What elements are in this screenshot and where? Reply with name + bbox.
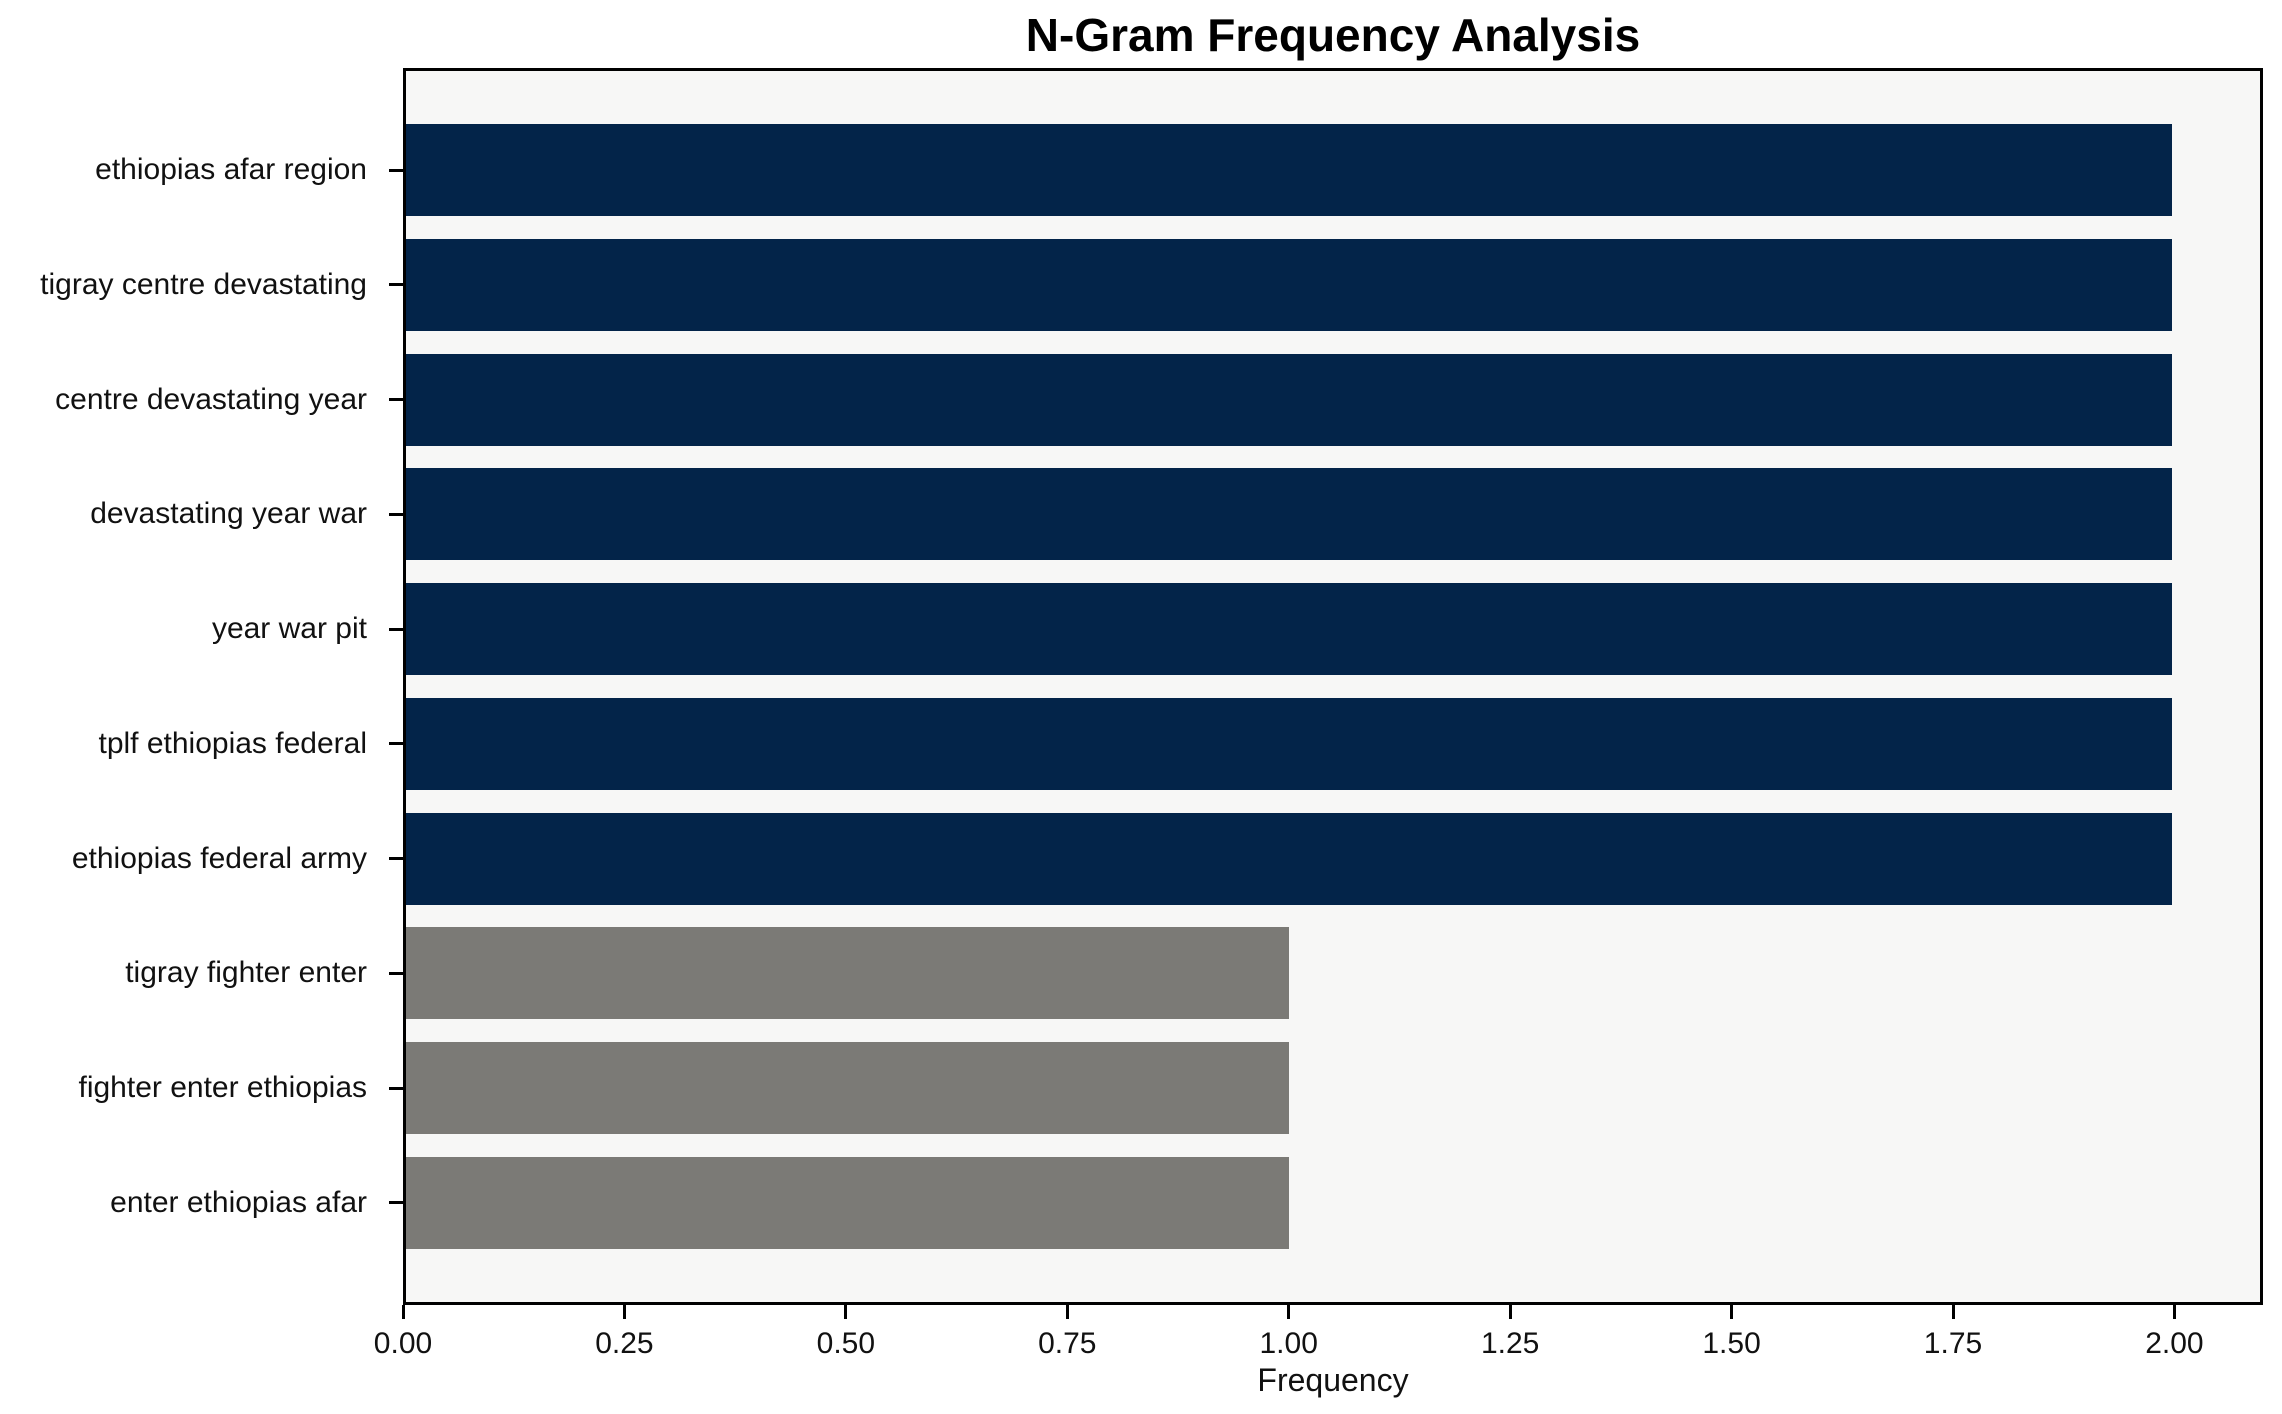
bar-enter-ethiopias-afar bbox=[406, 1156, 1289, 1249]
x-tick-label: 1.50 bbox=[1702, 1327, 1761, 1360]
x-tick-label: 0.75 bbox=[1038, 1327, 1097, 1360]
bar-tigray-fighter-enter bbox=[406, 927, 1289, 1020]
x-tick-label: 1.75 bbox=[1923, 1327, 1983, 1360]
y-tick-label: enter ethiopias afar bbox=[110, 1185, 367, 1219]
y-tick-label: tigray fighter enter bbox=[125, 956, 367, 990]
y-tick-mark bbox=[389, 398, 403, 402]
x-tick-mark bbox=[1508, 1305, 1512, 1319]
x-tick-label: 1.25 bbox=[1480, 1327, 1540, 1360]
x-tick-label: 0.50 bbox=[816, 1327, 876, 1360]
x-tick-mark bbox=[2172, 1305, 2176, 1319]
x-tick-label: 2.00 bbox=[2145, 1327, 2204, 1360]
bar-ethiopias-afar-region bbox=[406, 124, 2172, 217]
y-tick-label: fighter enter ethiopias bbox=[78, 1071, 367, 1105]
y-tick-label: devastating year war bbox=[90, 497, 367, 531]
y-tick-mark bbox=[389, 627, 403, 631]
bar-centre-devastating-year bbox=[406, 353, 2172, 446]
x-tick-mark bbox=[1951, 1305, 1955, 1319]
y-tick-mark bbox=[389, 512, 403, 516]
bar-ethiopias-federal-army bbox=[406, 812, 2172, 905]
y-tick-mark bbox=[389, 1201, 403, 1205]
x-tick-label: 0.00 bbox=[373, 1327, 433, 1360]
y-tick-label: centre devastating year bbox=[55, 382, 367, 416]
y-tick-mark bbox=[389, 742, 403, 746]
x-tick-mark bbox=[1065, 1305, 1069, 1319]
bar-tigray-centre-devastating bbox=[406, 238, 2172, 331]
x-tick-mark bbox=[622, 1305, 626, 1319]
bar-devastating-year-war bbox=[406, 468, 2172, 561]
x-tick-mark bbox=[401, 1305, 405, 1319]
x-axis-label: Frequency bbox=[1257, 1362, 1409, 1398]
y-tick-label: ethiopias afar region bbox=[95, 153, 367, 187]
bar-year-war-pit bbox=[406, 583, 2172, 676]
y-tick-label: tplf ethiopias federal bbox=[98, 726, 367, 760]
y-tick-mark bbox=[389, 1086, 403, 1090]
y-tick-mark bbox=[389, 857, 403, 861]
y-tick-mark bbox=[389, 168, 403, 172]
x-tick-mark bbox=[1287, 1305, 1291, 1319]
x-tick-mark bbox=[844, 1305, 848, 1319]
x-tick-mark bbox=[1730, 1305, 1734, 1319]
y-tick-label: year war pit bbox=[211, 612, 367, 646]
y-tick-mark bbox=[389, 283, 403, 287]
plot-area bbox=[403, 68, 2263, 1305]
y-tick-mark bbox=[389, 971, 403, 975]
x-tick-label: 0.25 bbox=[595, 1327, 654, 1360]
y-tick-label: tigray centre devastating bbox=[40, 267, 367, 301]
chart-title: N-Gram Frequency Analysis bbox=[1025, 9, 1641, 61]
x-tick-label: 1.00 bbox=[1259, 1327, 1318, 1360]
bar-fighter-enter-ethiopias bbox=[406, 1042, 1289, 1135]
y-tick-label: ethiopias federal army bbox=[71, 841, 367, 875]
bar-tplf-ethiopias-federal bbox=[406, 697, 2172, 790]
